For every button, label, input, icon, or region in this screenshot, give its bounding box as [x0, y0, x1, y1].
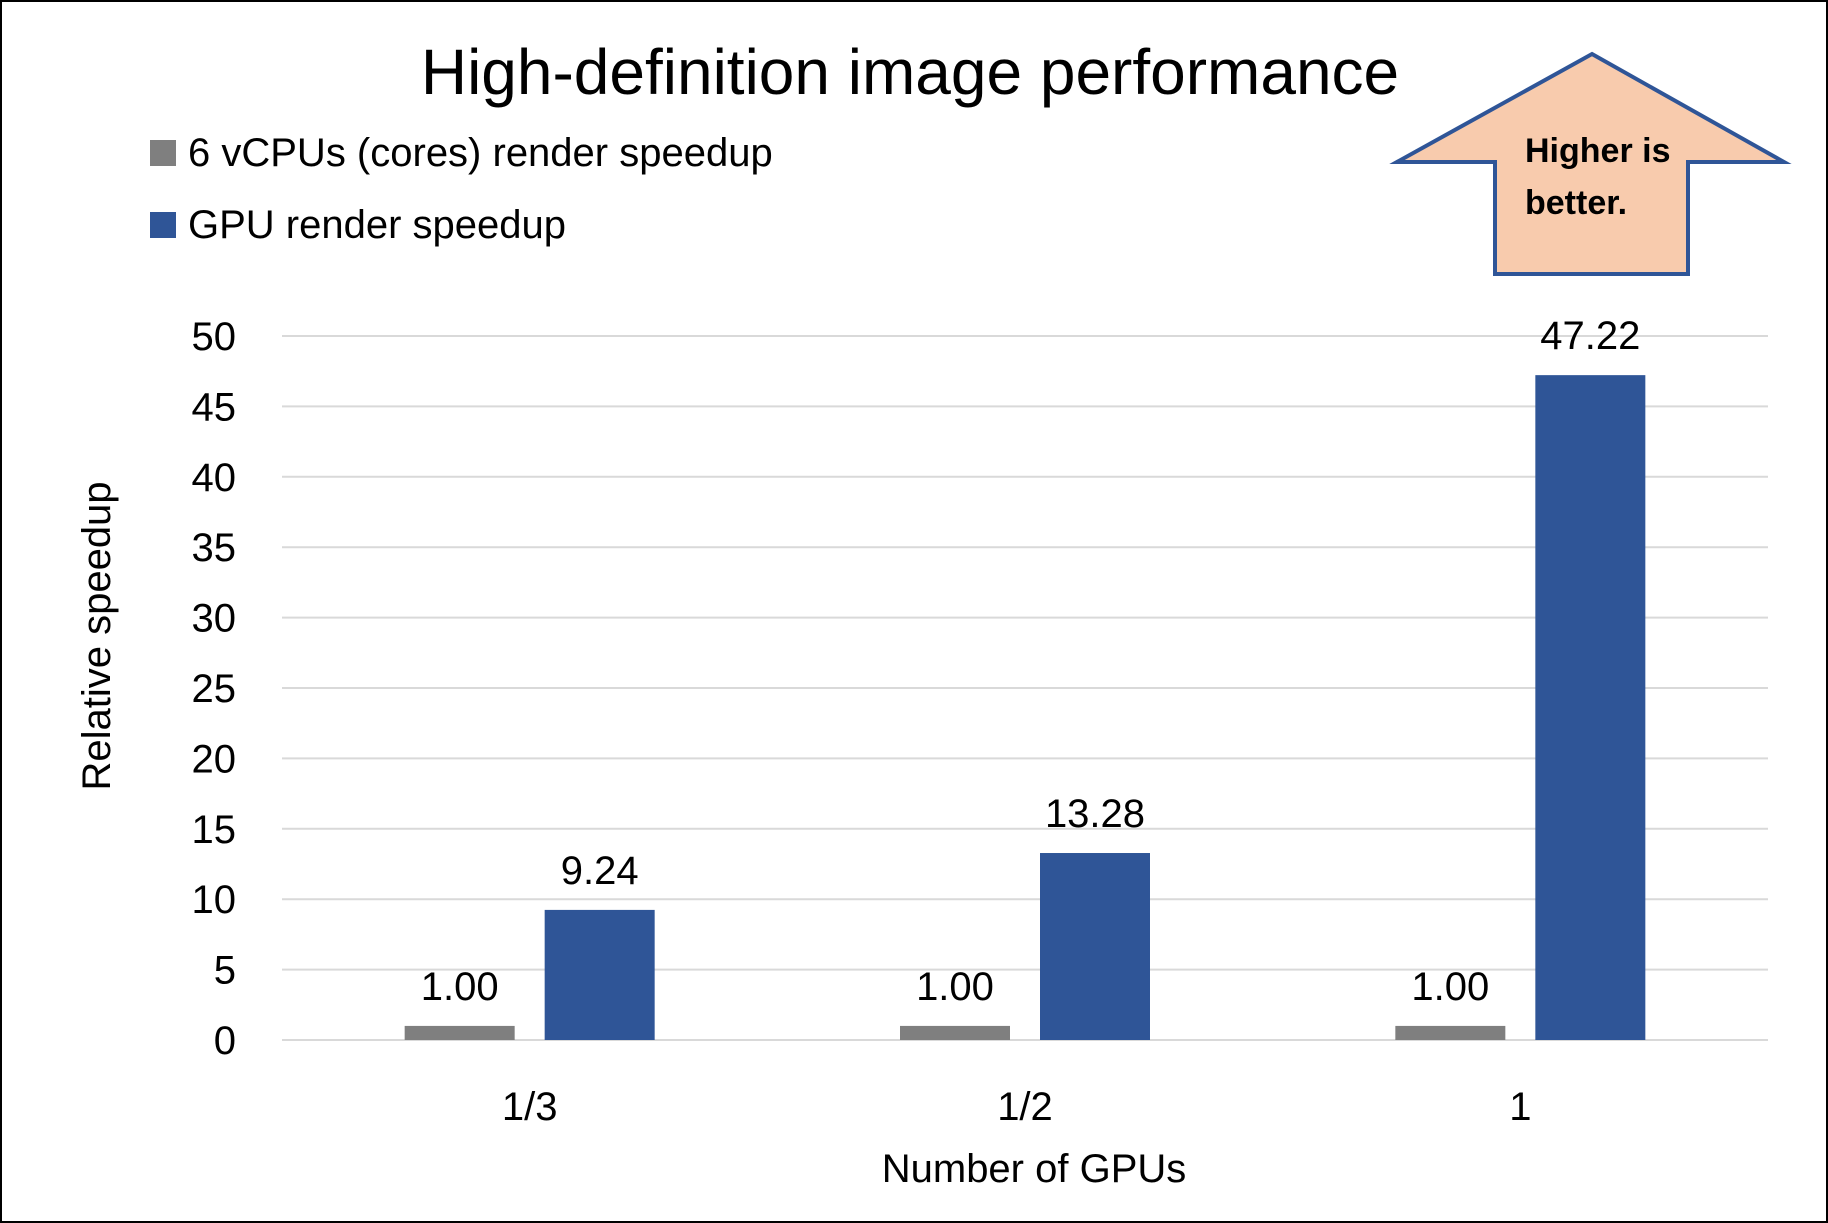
gridlines [282, 335, 1768, 1041]
y-tick-label: 20 [192, 737, 237, 781]
y-axis-label: Relative speedup [75, 481, 119, 790]
bar-cpu-1 [900, 1025, 1010, 1040]
bars [404, 375, 1646, 1040]
data-label-gpu-0: 9.24 [561, 849, 639, 893]
y-tick-label: 15 [192, 808, 237, 852]
chart-title: High-definition image performance [421, 36, 1399, 108]
x-tick-label: 1 [1509, 1085, 1531, 1129]
y-tick-label: 45 [192, 385, 237, 429]
bar-cpu-2 [1395, 1025, 1506, 1040]
data-label-cpu-0: 1.00 [421, 965, 499, 1009]
x-axis-ticks: 1/3 1/2 1 [502, 1085, 1532, 1129]
legend-swatch-cpu [150, 140, 176, 166]
legend-label-gpu: GPU render speedup [188, 203, 566, 247]
callout-line-2: better. [1525, 184, 1627, 222]
data-label-gpu-1: 13.28 [1045, 792, 1145, 836]
legend-swatch-gpu [150, 212, 176, 238]
y-tick-label: 40 [192, 456, 237, 500]
y-tick-label: 0 [214, 1019, 236, 1063]
bar-gpu-2 [1535, 375, 1646, 1040]
data-label-cpu-2: 1.00 [1411, 965, 1489, 1009]
y-tick-label: 35 [192, 526, 237, 570]
bar-gpu-0 [544, 909, 655, 1040]
legend-label-cpu: 6 vCPUs (cores) render speedup [188, 131, 773, 175]
legend: 6 vCPUs (cores) render speedup GPU rende… [150, 131, 773, 247]
data-labels: 1.00 9.24 1.00 13.28 1.00 47.22 [421, 314, 1641, 1009]
data-label-gpu-2: 47.22 [1540, 314, 1640, 358]
y-axis-ticks: 0 5 10 15 20 25 30 35 40 45 50 [192, 315, 237, 1063]
bar-cpu-0 [404, 1025, 515, 1040]
y-tick-label: 25 [192, 667, 237, 711]
higher-is-better-callout: Higher is better. [1389, 51, 1792, 276]
bar-gpu-1 [1040, 853, 1150, 1040]
data-label-cpu-1: 1.00 [916, 965, 994, 1009]
x-axis-label: Number of GPUs [882, 1147, 1187, 1191]
callout-line-1: Higher is [1525, 132, 1670, 170]
y-tick-label: 5 [214, 949, 236, 993]
y-tick-label: 30 [192, 597, 237, 641]
y-tick-label: 10 [192, 878, 237, 922]
up-arrow-icon [1389, 51, 1792, 276]
x-tick-label: 1/2 [997, 1085, 1053, 1129]
y-tick-label: 50 [192, 315, 237, 359]
x-tick-label: 1/3 [502, 1085, 558, 1129]
